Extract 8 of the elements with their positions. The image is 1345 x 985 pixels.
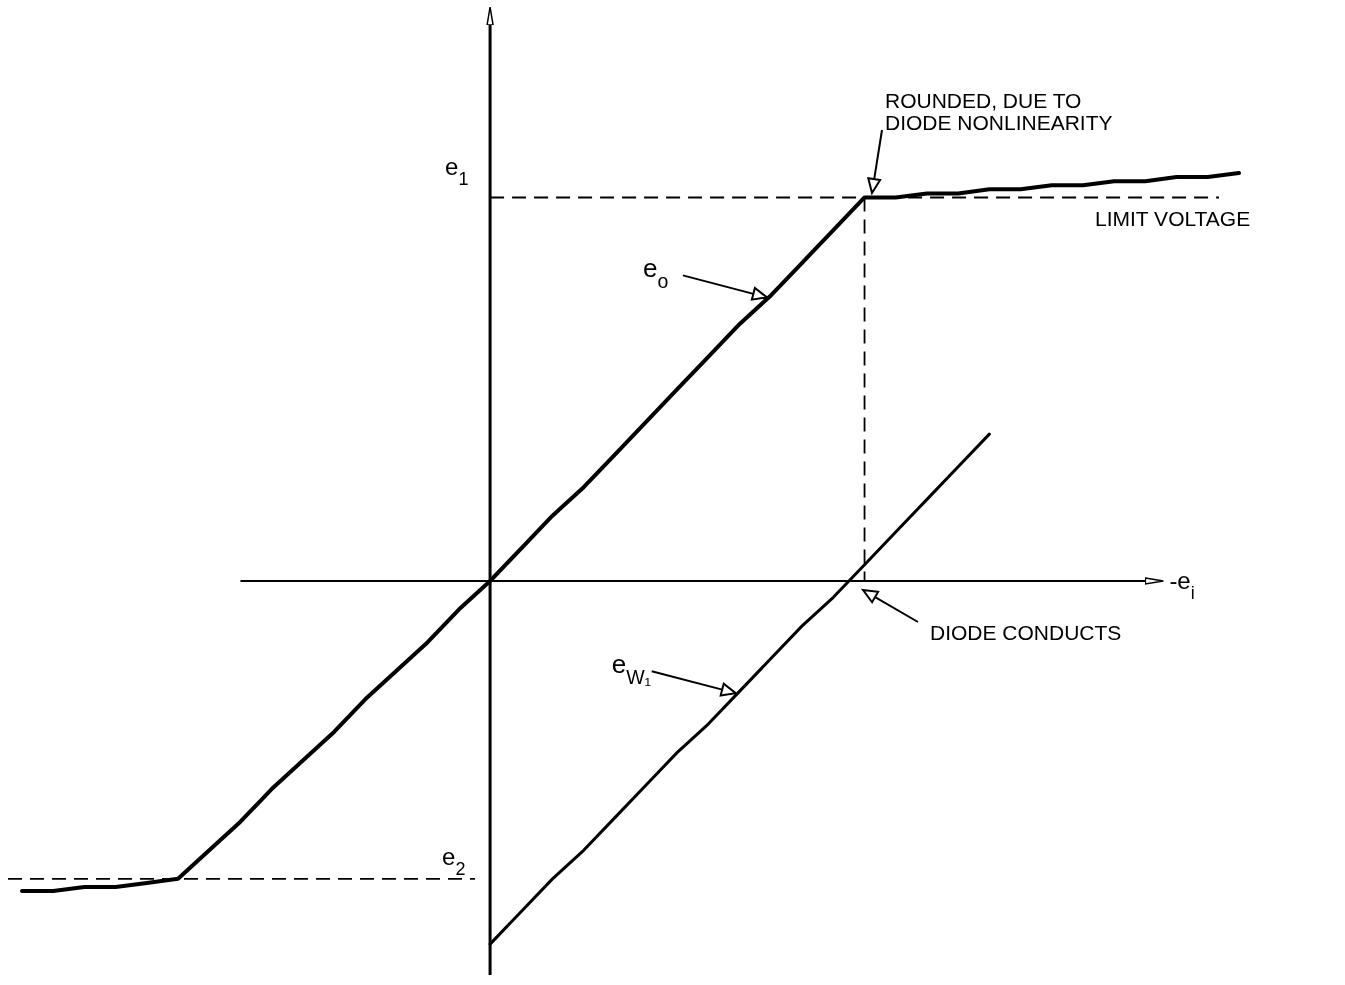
annotation: LIMIT VOLTAGE bbox=[1095, 207, 1251, 230]
legend-label: e$_{o}$ bbox=[642, 253, 669, 293]
ref-line-label: e$_{1}$ bbox=[445, 153, 469, 190]
annotation: DIODE CONDUCTS bbox=[930, 621, 1122, 644]
text: ROUNDED, DUE TO DIODE NONLINEARITY bbox=[885, 89, 1113, 135]
x-axis-title: -e$_{i}$ bbox=[1169, 567, 1195, 603]
ref-line-label: e$_{2}$ bbox=[442, 842, 466, 879]
legend-label: e$_{W₁}$ bbox=[611, 649, 652, 689]
